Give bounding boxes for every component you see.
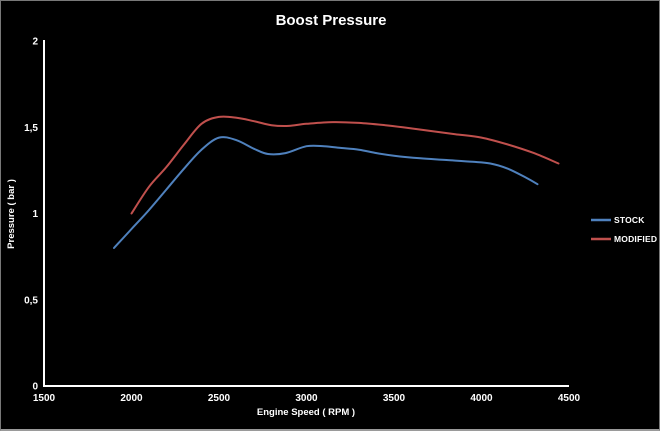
legend-item-stock: STOCK (591, 215, 645, 225)
x-tick-label: 1500 (33, 393, 56, 404)
chart-title: Boost Pressure (276, 12, 387, 29)
plot-area (113, 115, 560, 249)
x-tick-label: 3000 (295, 393, 318, 404)
y-tick-label: 1 (32, 209, 38, 220)
x-tick-label: 4000 (470, 393, 493, 404)
y-tick-labels: 0 0,5 1 1,5 2 (24, 37, 38, 393)
y-axis: 0 0,5 1 1,5 2 Pressure ( bar ) (6, 37, 45, 393)
legend: STOCK MODIFIED (591, 215, 657, 244)
legend-item-modified: MODIFIED (591, 234, 657, 244)
y-axis-title: Pressure ( bar ) (6, 179, 17, 249)
y-tick-label: 2 (32, 37, 38, 48)
x-tick-labels: 1500 2000 2500 3000 3500 4000 4500 (33, 393, 581, 404)
y-tick-label: 0,5 (24, 295, 38, 306)
x-tick-label: 2000 (120, 393, 143, 404)
legend-stock-label: STOCK (614, 215, 645, 225)
series-stock-line (113, 136, 539, 249)
legend-modified-label: MODIFIED (614, 234, 657, 244)
x-tick-label: 4500 (558, 393, 581, 404)
y-tick-label: 1,5 (24, 123, 38, 134)
y-tick-label: 0 (32, 382, 38, 393)
series-modified-line (130, 115, 560, 215)
x-tick-label: 2500 (208, 393, 231, 404)
x-axis: 1500 2000 2500 3000 3500 4000 4500 Engine Spee… (33, 385, 581, 418)
x-tick-label: 3500 (383, 393, 406, 404)
x-axis-title: Engine Speed ( RPM ) (257, 407, 355, 418)
